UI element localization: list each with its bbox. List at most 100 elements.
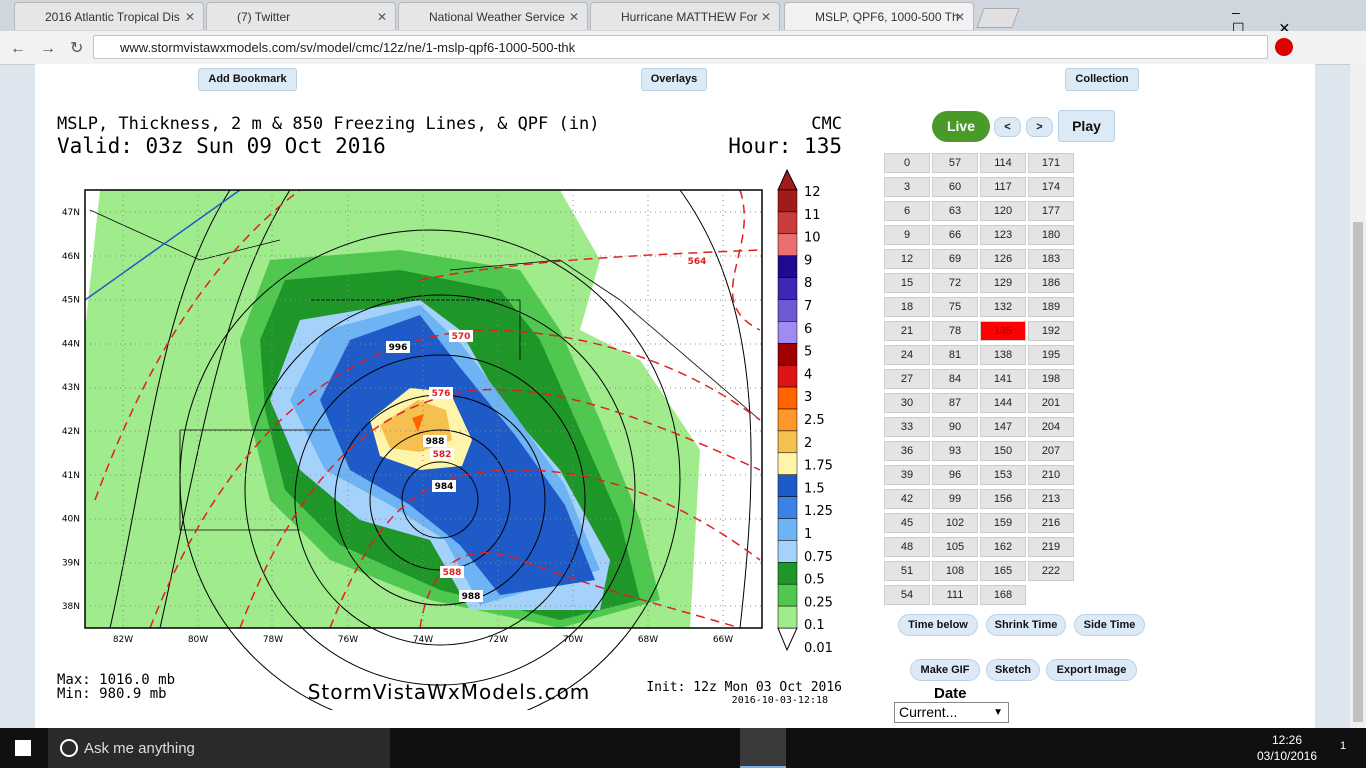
- hour-button[interactable]: 84: [932, 369, 978, 389]
- collection[interactable]: Collection: [1065, 68, 1139, 91]
- hour-button[interactable]: 54: [884, 585, 930, 605]
- notification-count[interactable]: 1: [1340, 740, 1347, 752]
- hour-button[interactable]: 192: [1028, 321, 1074, 341]
- hour-button[interactable]: 75: [932, 297, 978, 317]
- hour-button[interactable]: 207: [1028, 441, 1074, 461]
- hour-button[interactable]: 0: [884, 153, 930, 173]
- hour-button[interactable]: 117: [980, 177, 1026, 197]
- hour-button[interactable]: 60: [932, 177, 978, 197]
- hour-button[interactable]: 42: [884, 489, 930, 509]
- side-time[interactable]: Side Time: [1074, 614, 1145, 636]
- hour-button[interactable]: 51: [884, 561, 930, 581]
- hour-button[interactable]: 3: [884, 177, 930, 197]
- hour-button[interactable]: 78: [932, 321, 978, 341]
- shrink-time[interactable]: Shrink Time: [986, 614, 1066, 636]
- sketch[interactable]: Sketch: [986, 659, 1040, 681]
- date-select[interactable]: Current... ▼: [894, 702, 1009, 723]
- hour-button[interactable]: 114: [980, 153, 1026, 173]
- hour-button[interactable]: 129: [980, 273, 1026, 293]
- hour-button[interactable]: 141: [980, 369, 1026, 389]
- hour-button[interactable]: 18: [884, 297, 930, 317]
- hour-button[interactable]: 174: [1028, 177, 1074, 197]
- hour-button[interactable]: 165: [980, 561, 1026, 581]
- prev-button[interactable]: <: [994, 117, 1021, 137]
- hour-button[interactable]: 132: [980, 297, 1026, 317]
- hour-button[interactable]: 210: [1028, 465, 1074, 485]
- hour-button[interactable]: 45: [884, 513, 930, 533]
- add-bookmark[interactable]: Add Bookmark: [198, 68, 297, 91]
- hour-button[interactable]: 81: [932, 345, 978, 365]
- hour-button[interactable]: 69: [932, 249, 978, 269]
- hour-button[interactable]: 105: [932, 537, 978, 557]
- hour-button[interactable]: 96: [932, 465, 978, 485]
- tab[interactable]: MSLP, QPF6, 1000-500 Th ✕: [784, 2, 974, 30]
- new-tab[interactable]: [976, 8, 1020, 28]
- hour-button[interactable]: 204: [1028, 417, 1074, 437]
- hour-button[interactable]: 126: [980, 249, 1026, 269]
- hour-button[interactable]: 219: [1028, 537, 1074, 557]
- hour-button[interactable]: 57: [932, 153, 978, 173]
- hour-button[interactable]: 39: [884, 465, 930, 485]
- start-button[interactable]: [15, 740, 31, 756]
- hour-button[interactable]: 33: [884, 417, 930, 437]
- hour-button[interactable]: 9: [884, 225, 930, 245]
- hour-button[interactable]: 147: [980, 417, 1026, 437]
- next-button[interactable]: >: [1026, 117, 1053, 137]
- hour-button[interactable]: 201: [1028, 393, 1074, 413]
- hour-button[interactable]: 72: [932, 273, 978, 293]
- play-button[interactable]: Play: [1058, 110, 1115, 142]
- hour-button[interactable]: 189: [1028, 297, 1074, 317]
- live-button[interactable]: Live: [932, 111, 990, 142]
- hour-button[interactable]: 99: [932, 489, 978, 509]
- hour-button[interactable]: 63: [932, 201, 978, 221]
- address-bar[interactable]: www.stormvistawxmodels.com/sv/model/cmc/…: [93, 35, 1268, 59]
- time-below[interactable]: Time below: [898, 614, 978, 636]
- export-image[interactable]: Export Image: [1046, 659, 1137, 681]
- hour-button[interactable]: 195: [1028, 345, 1074, 365]
- hour-button[interactable]: 186: [1028, 273, 1074, 293]
- hour-button[interactable]: 12: [884, 249, 930, 269]
- hour-button[interactable]: 30: [884, 393, 930, 413]
- hour-button[interactable]: 150: [980, 441, 1026, 461]
- tab[interactable]: Hurricane MATTHEW For ✕: [590, 2, 780, 30]
- hour-button[interactable]: 15: [884, 273, 930, 293]
- hour-button[interactable]: 48: [884, 537, 930, 557]
- hour-button[interactable]: 156: [980, 489, 1026, 509]
- hour-button[interactable]: 123: [980, 225, 1026, 245]
- make-gif[interactable]: Make GIF: [910, 659, 980, 681]
- hour-button[interactable]: 21: [884, 321, 930, 341]
- hour-button[interactable]: 36: [884, 441, 930, 461]
- hour-button[interactable]: 177: [1028, 201, 1074, 221]
- hour-button[interactable]: 138: [980, 345, 1026, 365]
- hour-button[interactable]: 222: [1028, 561, 1074, 581]
- hour-button[interactable]: 6: [884, 201, 930, 221]
- hour-button[interactable]: 90: [932, 417, 978, 437]
- hour-button[interactable]: 87: [932, 393, 978, 413]
- tab[interactable]: 2016 Atlantic Tropical Dis ✕: [14, 2, 204, 30]
- nav-buttons[interactable]: ←→↻: [10, 40, 98, 57]
- hour-button[interactable]: 183: [1028, 249, 1074, 269]
- hour-button[interactable]: 24: [884, 345, 930, 365]
- hour-button[interactable]: 198: [1028, 369, 1074, 389]
- hour-button[interactable]: 111: [932, 585, 978, 605]
- hour-button[interactable]: 93: [932, 441, 978, 461]
- hour-button[interactable]: 213: [1028, 489, 1074, 509]
- hour-button[interactable]: 216: [1028, 513, 1074, 533]
- hour-button[interactable]: 27: [884, 369, 930, 389]
- hour-button[interactable]: 180: [1028, 225, 1074, 245]
- chrome-taskbar-item[interactable]: [740, 728, 786, 768]
- hour-button[interactable]: 135: [980, 321, 1026, 341]
- adblock-icon[interactable]: [1275, 38, 1293, 56]
- overlays[interactable]: Overlays: [641, 68, 707, 91]
- search-box[interactable]: Ask me anything: [48, 728, 390, 768]
- hour-button[interactable]: 159: [980, 513, 1026, 533]
- hour-button[interactable]: 144: [980, 393, 1026, 413]
- hour-button[interactable]: 162: [980, 537, 1026, 557]
- hour-button[interactable]: 66: [932, 225, 978, 245]
- tab[interactable]: National Weather Service ✕: [398, 2, 588, 30]
- hour-button[interactable]: 153: [980, 465, 1026, 485]
- hour-button[interactable]: 102: [932, 513, 978, 533]
- hour-button[interactable]: 171: [1028, 153, 1074, 173]
- hour-button[interactable]: 108: [932, 561, 978, 581]
- hour-button[interactable]: 168: [980, 585, 1026, 605]
